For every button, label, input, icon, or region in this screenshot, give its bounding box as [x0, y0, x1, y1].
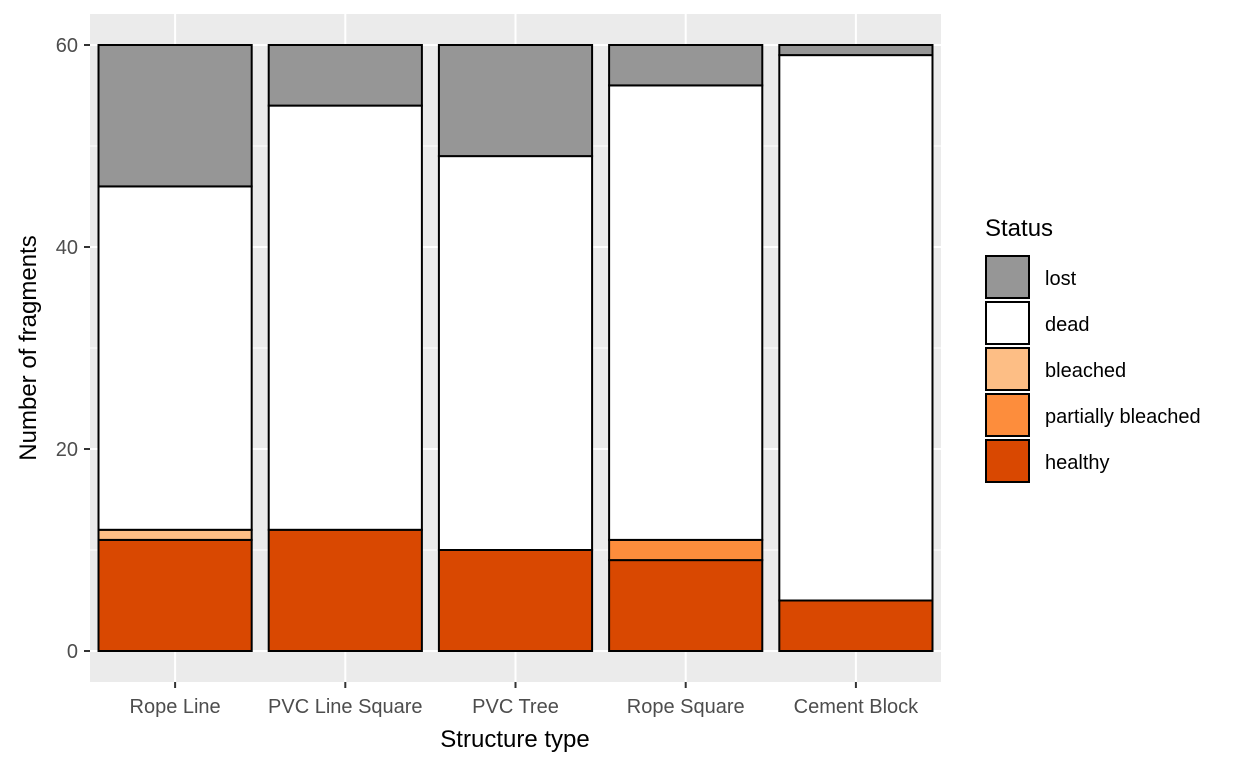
x-tick-label: Cement Block	[794, 696, 919, 718]
legend-key	[985, 301, 1030, 345]
bar-segment	[267, 44, 423, 107]
bar-segment	[608, 84, 764, 541]
x-axis-title: Structure type	[440, 726, 589, 753]
x-tick-label: PVC Line Square	[268, 696, 423, 718]
bar-segment	[437, 44, 594, 158]
bar-segment	[778, 599, 934, 652]
legend-label: lost	[1045, 268, 1077, 290]
legend-label: partially bleached	[1045, 406, 1201, 428]
bar-segment	[437, 549, 594, 652]
legend-key	[985, 347, 1030, 391]
bar-segment	[97, 44, 253, 188]
bar-segment	[97, 185, 253, 531]
legend-key	[985, 255, 1030, 299]
y-tick-label: 40	[56, 237, 78, 259]
x-tick-label: Rope Square	[627, 696, 745, 718]
legend-title: Status	[985, 215, 1053, 242]
bar-segment	[437, 155, 594, 551]
bar-segment	[97, 528, 253, 541]
legend-key	[985, 393, 1030, 437]
x-tick-label: PVC Tree	[472, 696, 559, 718]
legend-label: bleached	[1045, 360, 1126, 382]
bar-segment	[778, 54, 934, 602]
bar-segment	[608, 559, 764, 652]
legend-key	[985, 439, 1030, 483]
bars	[97, 44, 934, 653]
bar-segment	[267, 528, 423, 652]
bar-segment	[608, 538, 764, 562]
bar-segment	[267, 104, 423, 531]
y-tick-label: 60	[56, 35, 78, 57]
y-tick-label: 0	[67, 641, 78, 663]
x-tick-label: Rope Line	[130, 696, 221, 718]
x-axis: Rope Line PVC Line Square PVC Tree Rope Squ…	[130, 682, 919, 718]
y-axis-title: Number of fragments	[15, 235, 42, 460]
y-tick-label: 20	[56, 439, 78, 461]
bar-segment	[608, 44, 764, 87]
y-axis: 0 20 40 60	[56, 35, 90, 663]
legend-label: healthy	[1045, 452, 1110, 474]
bar-segment	[97, 538, 253, 653]
bar-segment	[778, 44, 934, 57]
legend-label: dead	[1045, 314, 1090, 336]
legend: Status lost dead bleached partially bleache…	[985, 215, 1201, 483]
